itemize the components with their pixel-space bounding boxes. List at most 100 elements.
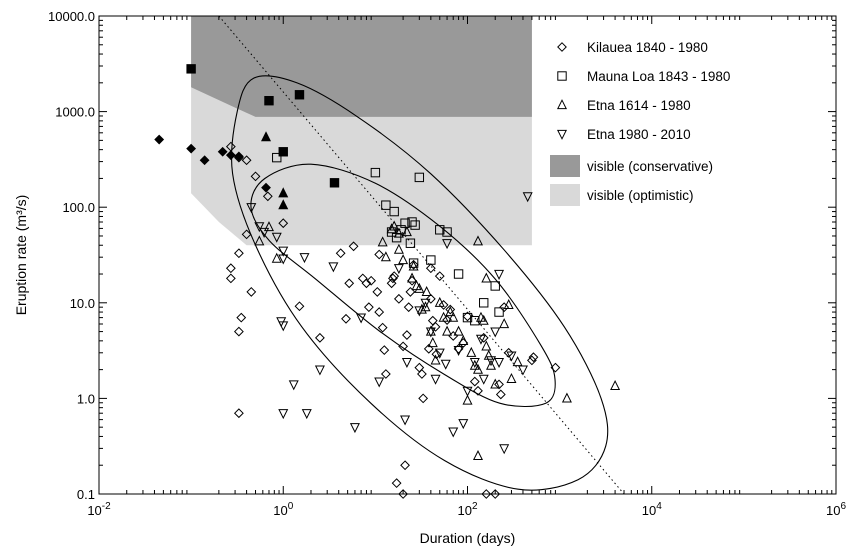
kilauea-point [386, 278, 397, 289]
kilauea-point [490, 489, 501, 499]
kilauea-point [241, 229, 252, 240]
etna-point [490, 327, 501, 338]
legend-swatch [550, 184, 580, 206]
etna-point [377, 236, 388, 247]
kilauea-point [418, 393, 429, 404]
etna-point [408, 260, 419, 271]
legend-marker [557, 71, 567, 81]
kilauea-point [348, 241, 359, 252]
etna-point [561, 392, 572, 403]
etna-point [486, 356, 497, 367]
etna-point [469, 359, 480, 370]
etna-point [440, 359, 451, 370]
trend-line [218, 16, 625, 494]
kilauea-point [315, 332, 325, 343]
data-points [154, 64, 621, 499]
etna-point [278, 321, 289, 332]
x-tick-label: 100 [273, 501, 293, 518]
kilauea-point [526, 355, 537, 366]
mauna-point [186, 64, 196, 74]
kilauea-point [225, 263, 236, 274]
kilauea-point [344, 278, 355, 289]
kilauea-point [374, 307, 385, 317]
kilauea-point [241, 155, 252, 166]
kilauea-point [380, 369, 391, 379]
etna-point [393, 264, 404, 275]
kilauea-point [225, 273, 236, 284]
etna-point [386, 223, 397, 234]
mauna-point [453, 269, 464, 279]
kilauea-point [423, 343, 434, 354]
etna-point [278, 199, 289, 210]
etna-point [478, 314, 489, 325]
trend-line-path [218, 16, 625, 494]
x-tick-label: 104 [642, 501, 662, 518]
mauna-point [470, 315, 480, 326]
mauna-point [407, 217, 417, 227]
etna-point [349, 423, 360, 434]
kilauea-point [341, 313, 351, 324]
etna-point [389, 220, 400, 231]
etna-point [442, 239, 453, 250]
legend-label: Etna 1614 - 1980 [587, 98, 691, 113]
etna-point [393, 227, 404, 238]
legend-label: visible (optimistic) [587, 188, 694, 203]
kilauea-point [377, 322, 388, 333]
etna-point [401, 226, 412, 237]
y-tick-label: 0.1 [77, 487, 95, 502]
kilauea-point [494, 379, 504, 390]
confidence-ellipse-outer [230, 75, 609, 491]
legend-swatch [550, 155, 580, 177]
kilauea-point [335, 248, 346, 259]
etna-point [356, 313, 367, 324]
etna-point [458, 334, 469, 345]
mauna-point [442, 227, 452, 237]
legend-label: Mauna Loa 1843 - 1980 [587, 69, 730, 84]
kilauea-point [499, 302, 510, 313]
etna-point [254, 222, 265, 233]
mauna-point [329, 178, 340, 188]
kilauea-point [233, 248, 244, 259]
kilauea-point [374, 249, 385, 260]
etna-point [421, 285, 432, 297]
kilauea-point [363, 302, 374, 313]
kilauea-point [278, 218, 289, 229]
kilauea-point [357, 273, 368, 284]
etna-point [246, 203, 257, 214]
confidence-ellipses [230, 75, 609, 491]
etna-point [442, 325, 453, 336]
etna-point [416, 303, 427, 314]
etna-point [486, 359, 497, 370]
kilauea-point [425, 263, 436, 274]
kilauea-point [398, 489, 409, 499]
mauna-point [426, 255, 436, 265]
mauna-point [389, 206, 399, 217]
kilauea-point [430, 321, 441, 332]
kilauea-point [400, 460, 410, 471]
etna-point [483, 349, 494, 360]
etna-point [278, 187, 289, 198]
x-tick-label: 10-2 [87, 501, 111, 518]
etna-point [263, 221, 274, 232]
etna-point [254, 235, 265, 246]
etna-point [414, 282, 425, 293]
kilauea-point [417, 369, 427, 379]
etna-point [453, 346, 464, 357]
kilauea-point [405, 286, 416, 297]
kilauea-point [366, 275, 377, 286]
etna-point [466, 346, 477, 357]
legend-label: Kilauea 1840 - 1980 [587, 40, 708, 55]
etna-point [430, 354, 441, 365]
x-axis-ticks: 10-2 100 102 104 106 [87, 16, 846, 518]
mauna-point [294, 90, 305, 100]
kilauea-point [408, 259, 419, 270]
kilauea-point [503, 347, 514, 358]
kilauea-point [261, 182, 271, 193]
kilauea-point [398, 341, 409, 352]
x-axis-label: Duration (days) [420, 530, 516, 546]
etna-point [278, 409, 289, 420]
etna-point [393, 243, 404, 254]
kilauea-point [154, 134, 165, 145]
etna-point [472, 363, 484, 374]
